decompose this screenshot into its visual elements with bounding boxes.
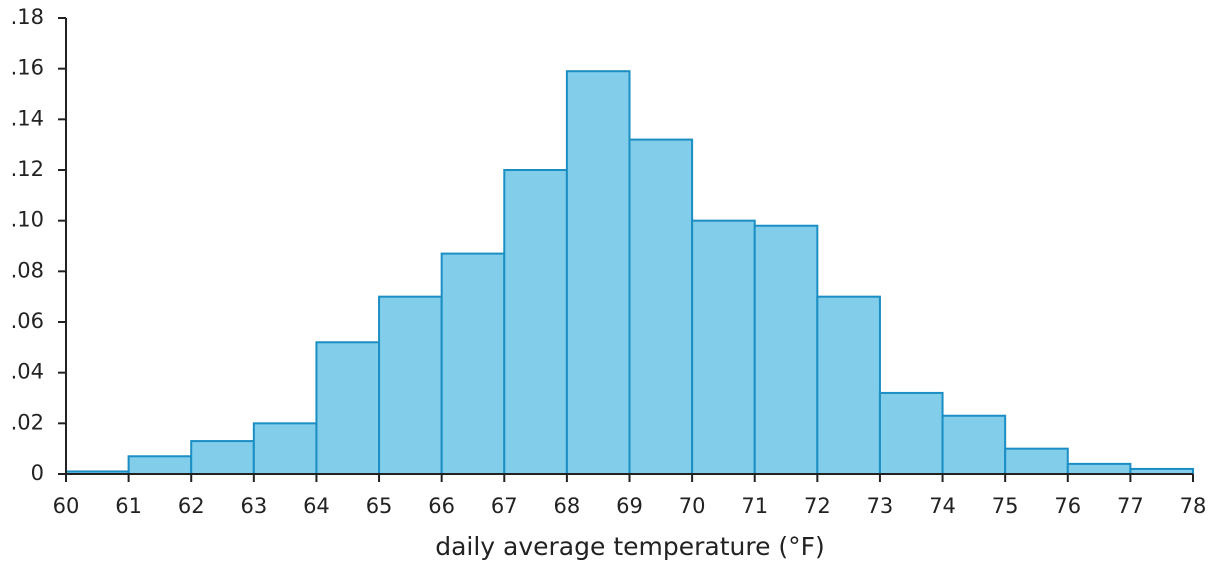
y-tick-label: .06 (11, 309, 44, 333)
x-tick-label: 65 (366, 494, 393, 518)
x-tick-label: 70 (679, 494, 706, 518)
y-tick-label: .04 (11, 360, 44, 384)
y-tick-label: .08 (11, 258, 44, 282)
y-tick-label: .18 (11, 5, 44, 29)
bar (878, 391, 944, 475)
x-tick-label: 62 (178, 494, 205, 518)
bar (628, 138, 694, 475)
bar (190, 440, 255, 476)
bar (691, 219, 756, 475)
y-tick-label: 0 (31, 461, 44, 485)
x-tick-label: 75 (992, 494, 1019, 518)
bar (1066, 462, 1132, 476)
bar (941, 414, 1007, 476)
x-tick-label: 73 (867, 494, 894, 518)
x-tick-label: 67 (491, 494, 518, 518)
x-tick-label: 71 (741, 494, 768, 518)
x-tick-label: 61 (115, 494, 142, 518)
x-tick-label: 63 (240, 494, 267, 518)
y-tick-label: .14 (11, 106, 44, 130)
x-axis-label: daily average temperature (°F) (435, 532, 825, 561)
bar (127, 455, 193, 475)
x-tick-label: 68 (554, 494, 581, 518)
bar (1004, 447, 1069, 475)
x-tick-label: 74 (929, 494, 956, 518)
y-tick-label: .12 (11, 157, 44, 181)
bar (378, 295, 443, 475)
bar (816, 295, 881, 475)
x-tick-label: 60 (53, 494, 80, 518)
y-tick-label: .02 (11, 410, 44, 434)
y-tick-label: .10 (11, 208, 44, 232)
bar (315, 341, 381, 475)
x-tick-label: 72 (804, 494, 831, 518)
bar (565, 70, 631, 475)
x-tick-label: 69 (616, 494, 643, 518)
x-tick-label: 64 (303, 494, 330, 518)
bar (440, 252, 506, 475)
bar (252, 422, 318, 476)
x-tick-label: 77 (1117, 494, 1144, 518)
y-tick-label: .16 (11, 56, 44, 80)
x-tick-label: 66 (428, 494, 455, 518)
x-tick-label: 78 (1180, 494, 1207, 518)
x-tick-label: 76 (1054, 494, 1081, 518)
bar (503, 169, 568, 475)
bar (753, 224, 819, 475)
